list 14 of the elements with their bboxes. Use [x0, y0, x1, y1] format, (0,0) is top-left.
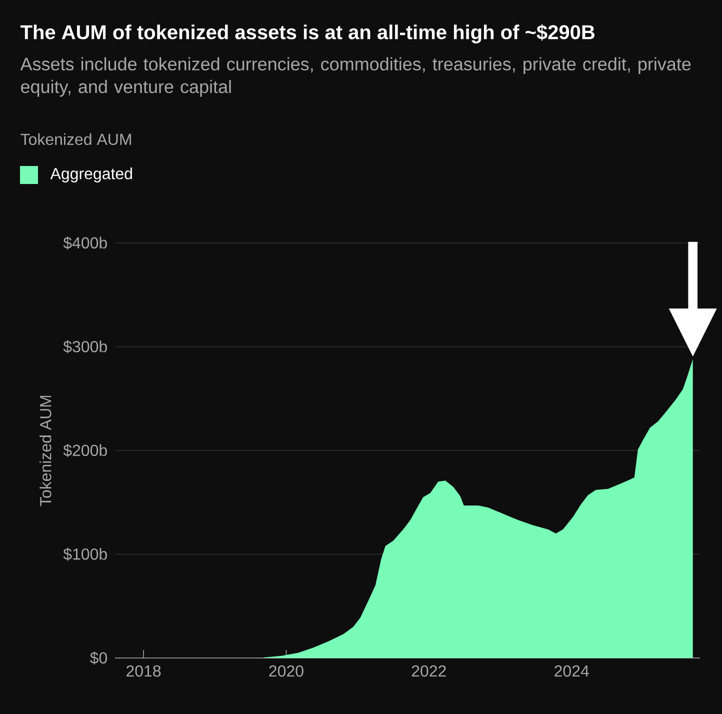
chart-subtitle: Assets include tokenized currencies, commodities, treasuries, private credit, private equity, and venture capital	[20, 57, 691, 97]
x-tick-label: 2020	[269, 665, 304, 677]
y-tick-label: $400b	[63, 236, 107, 250]
y-tick-label: $0	[90, 652, 108, 664]
legend-title: Tokenized AUM	[20, 133, 131, 146]
y-axis-title: Tokenized AUM	[40, 396, 52, 506]
chart-title: The AUM of tokenized assets is at an all-time high of ~$290B	[20, 24, 594, 44]
legend-label: Aggregated	[50, 168, 132, 182]
y-tick-label: $300b	[63, 340, 107, 354]
y-tick-label: $200b	[63, 444, 107, 457]
x-tick-label: 2018	[126, 665, 161, 677]
x-tick-label: 2022	[412, 665, 446, 677]
x-tick-label: 2024	[554, 665, 589, 677]
y-tick-label: $100b	[63, 548, 107, 561]
